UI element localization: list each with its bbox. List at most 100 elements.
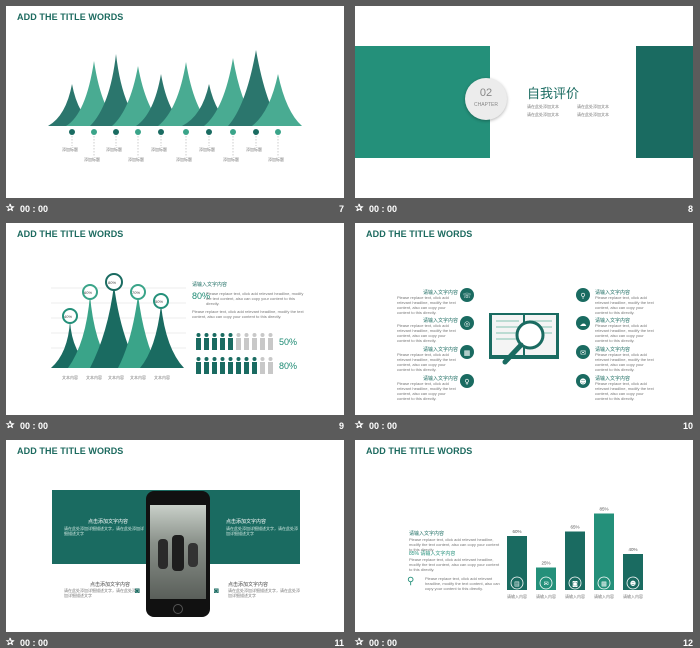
slide-title: ADD THE TITLE WORDS [17, 229, 124, 239]
svg-text:☏: ☏ [463, 292, 472, 300]
slide-thumbnail-9[interactable]: ADD THE TITLE WORDS 40% 60% 80% [6, 223, 344, 435]
comment-icon: ✰ [355, 420, 364, 431]
timeline-dot [158, 129, 164, 135]
slide-timing: 00 : 00 [369, 204, 398, 214]
slide-title: ADD THE TITLE WORDS [17, 12, 124, 22]
person-icon [204, 357, 209, 361]
slide-title: ADD THE TITLE WORDS [366, 446, 473, 456]
peak-chart-graphic [51, 273, 273, 374]
mountain-graphic [48, 50, 302, 156]
item-body: Please replace text, click add relevant … [595, 381, 654, 401]
axis-label: 请输入内容 [507, 593, 527, 599]
pin-label: 80% [108, 280, 117, 285]
bar [594, 513, 614, 590]
bar [623, 554, 643, 590]
comment-icon: ✰ [6, 420, 15, 431]
timeline-label: 添加标题 [128, 157, 144, 162]
svg-text:☻: ☻ [579, 378, 586, 386]
item-heading: 请输入文字内容 [595, 347, 631, 353]
person-icon [228, 333, 233, 337]
person-icon [196, 338, 201, 350]
person-icon [260, 357, 265, 361]
timeline-label: 添加标题 [223, 157, 239, 162]
svg-text:♀: ♀ [464, 378, 469, 386]
person-icon [252, 362, 257, 374]
timeline-dot [253, 129, 259, 135]
axis-label: 请输入内容 [594, 593, 614, 599]
bar-icon: ✉ [543, 581, 548, 588]
search-icon: ⚲ [407, 576, 415, 587]
axis-label: 请输入内容 [623, 593, 643, 599]
comment-icon: ✰ [355, 203, 364, 214]
slide-canvas: ADD THE TITLE WORDS 点击添加文字内容 请在此处添加详细描述文… [6, 440, 344, 632]
slide-number: 10 [682, 421, 693, 431]
item-body: 请在此处添加详细描述文字，请在此处添加详细描述文字 [64, 526, 144, 536]
content-heading: 请输入文字内容 [192, 282, 228, 288]
phone-image [146, 491, 210, 617]
slide-canvas: ADD THE TITLE WORDS 请输入文字内容 Please repla… [355, 440, 693, 632]
bar-icon-ring [568, 576, 582, 590]
pin-label: 70% [132, 290, 141, 295]
timeline-dot [69, 129, 75, 135]
timeline-dot [275, 129, 281, 135]
bullet-text: 请在此处添加文本 [527, 104, 559, 109]
slide-number: 8 [687, 204, 693, 214]
bar [565, 531, 585, 590]
slide-timing: 00 : 00 [369, 421, 398, 431]
timeline-label: 添加标题 [84, 157, 100, 162]
bullet-text: 请在此处添加文本 [577, 104, 609, 109]
slide-timing: 00 : 00 [20, 638, 49, 648]
item-heading: 请输入文字内容 [595, 318, 631, 324]
camera-icon: ◙ [214, 586, 219, 595]
person-icon [260, 333, 265, 337]
person-icon [244, 338, 249, 350]
dark-panel [636, 46, 693, 158]
slide-thumbnail-7[interactable]: ADD THE TITLE WORDS 添加标题 添加标题 添加标题 添加标题 添加标题… [6, 6, 344, 218]
bar-value-label: 85% [599, 507, 608, 512]
item-heading: 点击添加文字内容 [228, 582, 269, 588]
svg-text:⚲: ⚲ [580, 292, 585, 300]
bar-value-label: 25% [541, 561, 550, 566]
photo-screen [150, 505, 206, 599]
slide-thumbnail-8[interactable]: 02 CHAPTER 自我评价 请在此处添加文本 请在此处添加文本 请在此处添加… [355, 6, 693, 218]
chapter-label: CHAPTER [474, 102, 498, 108]
body-text: Please replace text, click add relevant … [409, 557, 500, 572]
person-icon [252, 333, 257, 337]
item-body: Please replace text, click add relevant … [397, 295, 456, 315]
timeline-dot [91, 129, 97, 135]
timeline-dot [230, 129, 236, 135]
person-icon [260, 338, 265, 350]
person-icon [228, 357, 233, 361]
person-icon [220, 362, 225, 374]
timeline-label: 添加标题 [268, 157, 284, 162]
item-body: Please replace text, click add relevant … [595, 295, 654, 315]
item-heading: 点击添加文字内容 [88, 519, 129, 525]
item-body: 请在此处添加详细描述文字，请在此处添加详细描述文字 [64, 588, 136, 598]
item-heading: 点击添加文字内容 [90, 582, 131, 588]
person-icon [220, 333, 225, 337]
bar-icon: ◙ [572, 581, 578, 588]
axis-label: 文本内容 [130, 375, 146, 380]
camera-icon: ◙ [135, 586, 140, 595]
timeline-label: 添加标题 [176, 157, 192, 162]
slide-thumbnail-11[interactable]: ADD THE TITLE WORDS 点击添加文字内容 请在此处添加详细描述文… [6, 440, 344, 648]
item-heading: 请输入文字内容 [423, 376, 459, 382]
bullet-text: 请在此处添加文本 [527, 112, 559, 117]
slide-thumbnail-12[interactable]: ADD THE TITLE WORDS 请输入文字内容 Please repla… [355, 440, 693, 648]
slide-number: 7 [338, 204, 344, 214]
person-icon [212, 357, 217, 361]
item-body: Please replace text, click add relevant … [397, 381, 456, 401]
slide-thumbnail-10[interactable]: ADD THE TITLE WORDS ☏ ◎ ▦ ♀ ⚲ ☁ ✉ ☻ 请输入文字内容 [355, 223, 693, 435]
timeline-dot [135, 129, 141, 135]
timeline-label: 添加标题 [151, 147, 167, 152]
person-icon [220, 357, 225, 361]
bar-icon: ▤ [514, 581, 520, 588]
person-icon [196, 333, 201, 337]
comment-icon: ✰ [6, 203, 15, 214]
svg-text:✉: ✉ [580, 349, 586, 357]
bullet-text: 请在此处添加文本 [577, 112, 609, 117]
slide-canvas: ADD THE TITLE WORDS 添加标题 添加标题 添加标题 添加标题 添加标题… [6, 6, 344, 198]
slide-timing: 00 : 00 [369, 638, 398, 648]
svg-text:▦: ▦ [464, 349, 471, 357]
pin-label: 60% [84, 290, 93, 295]
